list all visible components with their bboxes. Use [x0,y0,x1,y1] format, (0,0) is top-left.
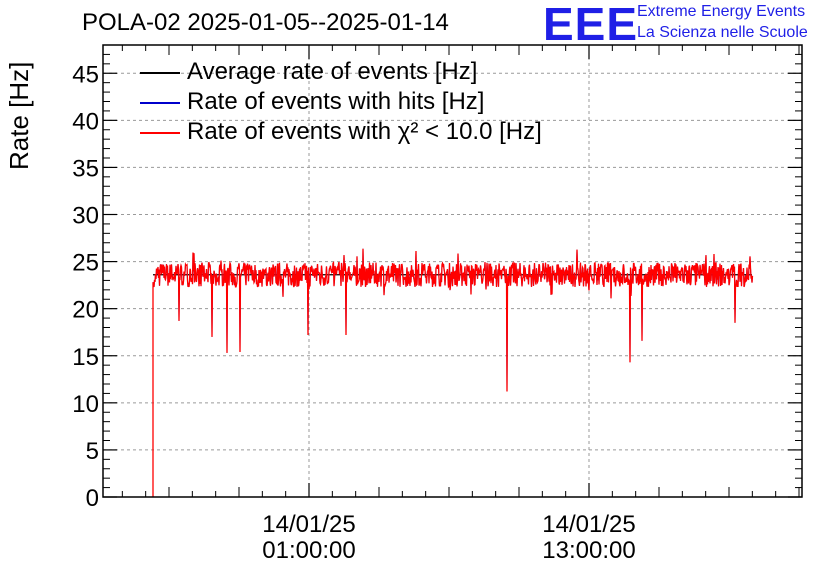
y-tick-label: 20 [72,297,99,324]
y-tick-label: 10 [72,391,99,418]
logo-line-1: Extreme Energy Events [637,3,806,20]
x-tick-time: 13:00:00 [542,537,635,564]
y-tick-label: 25 [72,250,99,277]
x-tick-date: 14/01/25 [262,511,355,538]
y-axis-label: Rate [Hz] [4,61,34,170]
legend-label-average: Average rate of events [Hz] [187,58,478,85]
chart-title: POLA-02 2025-01-05--2025-01-14 [82,9,449,36]
legend-label-hits: Rate of events with hits [Hz] [187,88,485,115]
legend-label-chi2: Rate of events with χ² < 10.0 [Hz] [187,118,542,145]
legend-swatch-chi2 [140,132,180,134]
y-tick-label: 15 [72,344,99,371]
x-tick-date: 14/01/25 [542,511,635,538]
y-tick-label: 45 [72,61,99,88]
grid-lines [103,45,802,497]
series-chi2 [152,248,754,497]
axis-ticks: 05101520253035404514/01/2501:00:0014/01/… [72,44,802,564]
legend-swatch-hits [140,102,180,104]
legend-swatch-average [140,72,180,74]
y-tick-label: 0 [86,485,99,512]
y-tick-label: 35 [72,155,99,182]
y-tick-label: 40 [72,108,99,135]
y-tick-label: 30 [72,203,99,230]
series-layer [152,248,754,497]
x-tick-time: 01:00:00 [262,537,355,564]
y-tick-label: 5 [86,438,99,465]
logo-line-2: La Scienza nelle Scuole [637,24,808,41]
eee-logo: EEE [543,0,639,50]
